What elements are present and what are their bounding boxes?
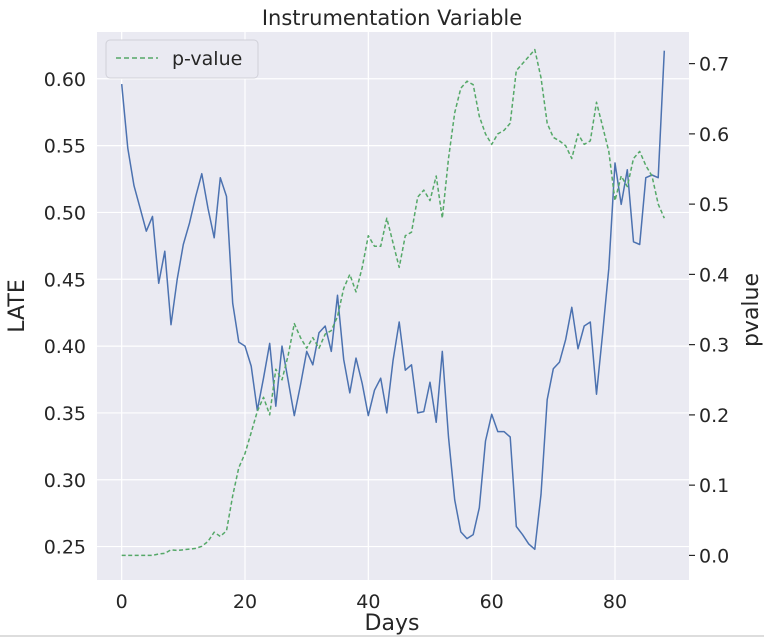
x-tick-label: 20 [233, 591, 257, 613]
y-left-tick-label: 0.35 [44, 403, 86, 425]
y-right-tick-label: 0.6 [699, 124, 729, 146]
grid-lines [97, 32, 689, 580]
x-tick-label: 80 [603, 591, 627, 613]
y-right-tick-label: 0.7 [699, 54, 729, 76]
y-right-tick-label: 0.5 [699, 194, 729, 216]
series-layer [120, 48, 666, 557]
legend: p-value [105, 39, 259, 79]
x-axis-label: Days [365, 611, 420, 636]
chart-title: Instrumentation Variable [262, 6, 522, 30]
x-tick-label: 0 [116, 591, 128, 613]
y-right-tick-label: 0.2 [699, 405, 729, 427]
y-left-axis-label: LATE [5, 279, 30, 332]
y-right-tick-label: 0.1 [699, 475, 729, 497]
y-left-tick-label: 0.60 [44, 69, 86, 91]
y-right-tick-label: 0.3 [699, 335, 729, 357]
plot-background [97, 32, 689, 580]
y-left-tick-label: 0.55 [44, 136, 86, 158]
series-line-late [120, 50, 666, 551]
y-right-axis-label: pvalue [739, 273, 764, 347]
y-left-tick-labels: 0.25 0.30 0.35 0.40 0.45 0.50 0.55 0.60 [44, 69, 86, 559]
x-tick-labels: 0 20 40 60 80 [116, 591, 627, 613]
legend-label-p-value: p-value [172, 48, 242, 70]
x-tick-label: 60 [480, 591, 504, 613]
y-left-tick-label: 0.50 [44, 202, 86, 224]
y-left-tick-label: 0.25 [44, 537, 86, 559]
y-left-tick-label: 0.45 [44, 269, 86, 291]
y-left-tick-label: 0.30 [44, 470, 86, 492]
x-tick-label: 40 [356, 591, 380, 613]
legend-box [105, 39, 259, 79]
y-right-tick-labels: 0.0 0.1 0.2 0.3 0.4 0.5 0.6 0.7 [689, 54, 729, 567]
y-right-tick-label: 0.4 [699, 264, 729, 286]
y-right-tick-label: 0.0 [699, 545, 729, 567]
y-left-tick-label: 0.40 [44, 336, 86, 358]
series-line-p-value [121, 48, 665, 557]
